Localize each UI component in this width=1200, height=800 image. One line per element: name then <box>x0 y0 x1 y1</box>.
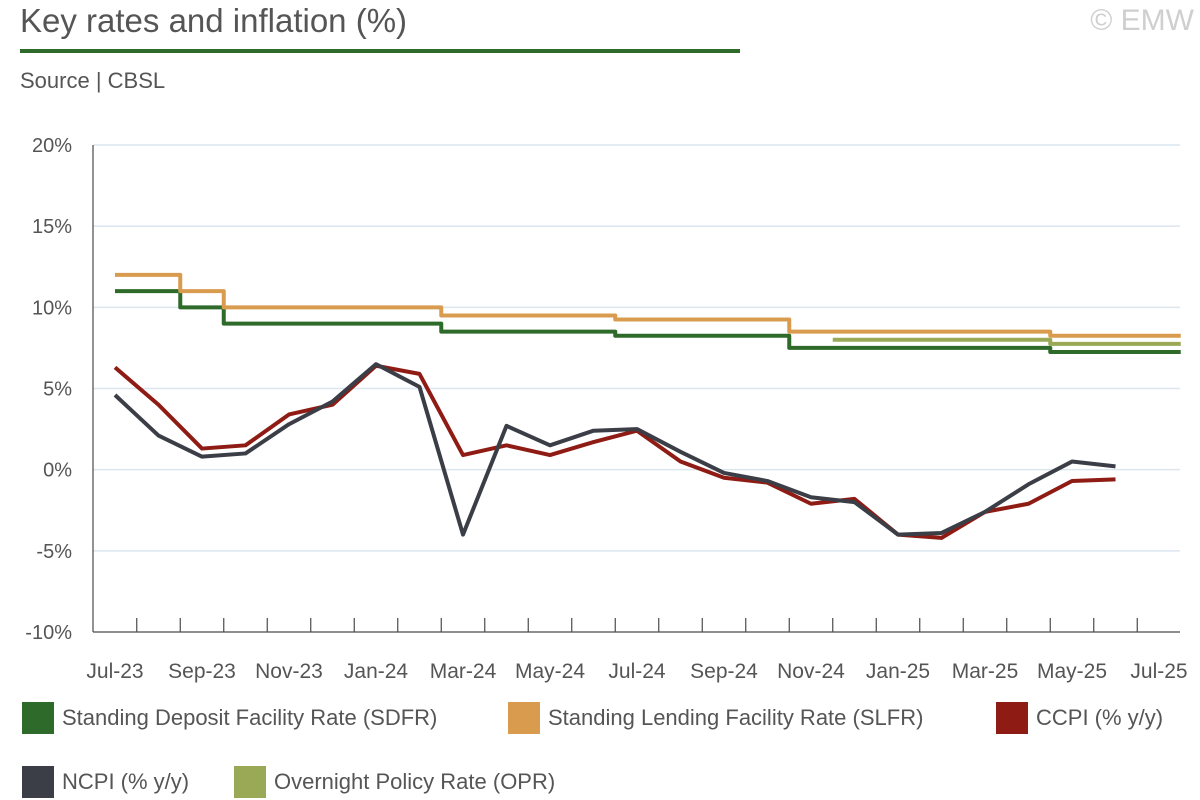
series-line-0 <box>115 289 1181 354</box>
title-underline <box>20 49 740 53</box>
y-tick-label: 0% <box>43 460 72 482</box>
legend-item-slfr: Standing Lending Facility Rate (SLFR) <box>508 700 923 736</box>
x-tick-label: Mar-25 <box>952 660 1019 683</box>
x-tick-label: May-25 <box>1037 660 1107 683</box>
x-tick-label: Sep-24 <box>690 660 758 683</box>
x-tick-label: Jul-24 <box>608 660 666 683</box>
legend-swatch-slfr <box>508 702 540 734</box>
x-tick-label: Jan-25 <box>866 660 930 683</box>
legend-swatch-ccpi <box>996 702 1028 734</box>
legend-swatch-sdfr <box>22 702 54 734</box>
x-tick-label: Nov-23 <box>255 660 323 683</box>
series-line-3 <box>113 362 1116 537</box>
legend-item-opr: Overnight Policy Rate (OPR) <box>234 764 555 800</box>
legend-item-ccpi: CCPI (% y/y) <box>996 700 1163 736</box>
chart-title: Key rates and inflation (%) <box>20 2 408 39</box>
line-chart: 20% 15% 10% 5% 0% -5% -10% Jul-23 Sep-23 Nov-23 Ja… <box>25 135 1187 683</box>
y-tick-label: -10% <box>25 622 72 644</box>
legend-item-ncpi: NCPI (% y/y) <box>22 764 189 800</box>
legend-swatch-opr <box>234 766 266 798</box>
series-line-4 <box>832 337 1181 346</box>
x-tick-label: May-24 <box>515 660 585 683</box>
y-tick-label: 20% <box>32 135 72 157</box>
x-tick-label: Sep-23 <box>168 660 236 683</box>
y-tick-label: 15% <box>32 216 72 238</box>
y-tick-label: -5% <box>36 541 72 563</box>
y-tick-label: 5% <box>43 379 72 401</box>
legend-swatch-ncpi <box>22 766 54 798</box>
copyright-notice: © EMW <box>1090 4 1194 37</box>
series-line-1 <box>115 272 1181 338</box>
x-tick-label: Nov-24 <box>777 660 845 683</box>
x-tick-label: Jul-25 <box>1130 660 1187 683</box>
x-tick-label: Jan-24 <box>344 660 409 683</box>
x-tick-label: Mar-24 <box>430 660 497 683</box>
y-tick-label: 10% <box>32 297 72 319</box>
legend-label-ccpi: CCPI (% y/y) <box>1036 705 1164 730</box>
legend-item-sdfr: Standing Deposit Facility Rate (SDFR) <box>22 700 437 736</box>
legend-label-slfr: Standing Lending Facility Rate (SLFR) <box>548 705 924 730</box>
series-line-2 <box>113 363 1116 540</box>
x-tick-label: Jul-23 <box>86 660 143 683</box>
legend-label-opr: Overnight Policy Rate (OPR) <box>274 769 556 794</box>
legend-label-sdfr: Standing Deposit Facility Rate (SDFR) <box>62 705 438 730</box>
legend-label-ncpi: NCPI (% y/y) <box>62 769 190 794</box>
source-note: Source | CBSL <box>20 68 166 93</box>
